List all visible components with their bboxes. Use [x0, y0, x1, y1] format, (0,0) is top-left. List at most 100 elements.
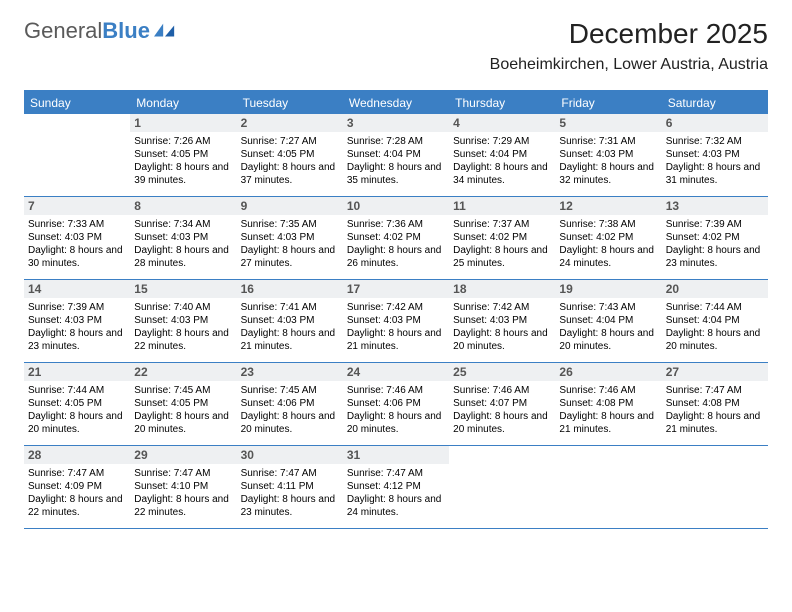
day-number: 20 — [662, 280, 768, 298]
sunset-line: Sunset: 4:03 PM — [28, 231, 126, 244]
sunset-line: Sunset: 4:10 PM — [134, 480, 232, 493]
day-number: 3 — [343, 114, 449, 132]
day-info: Sunrise: 7:47 AMSunset: 4:11 PMDaylight:… — [241, 467, 339, 519]
day-cell: 1Sunrise: 7:26 AMSunset: 4:05 PMDaylight… — [130, 114, 236, 196]
sunrise-line: Sunrise: 7:42 AM — [347, 301, 445, 314]
daylight-line: Daylight: 8 hours and 24 minutes. — [559, 244, 657, 270]
weekday-header: Friday — [555, 92, 661, 114]
header: GeneralBlue December 2025 Boeheimkirchen… — [0, 0, 792, 82]
day-number: 22 — [130, 363, 236, 381]
day-cell: 12Sunrise: 7:38 AMSunset: 4:02 PMDayligh… — [555, 197, 661, 279]
day-number: 17 — [343, 280, 449, 298]
sunset-line: Sunset: 4:09 PM — [28, 480, 126, 493]
sunset-line: Sunset: 4:02 PM — [559, 231, 657, 244]
day-number: 16 — [237, 280, 343, 298]
day-info: Sunrise: 7:45 AMSunset: 4:06 PMDaylight:… — [241, 384, 339, 436]
day-info: Sunrise: 7:47 AMSunset: 4:09 PMDaylight:… — [28, 467, 126, 519]
daylight-line: Daylight: 8 hours and 21 minutes. — [241, 327, 339, 353]
day-cell: 18Sunrise: 7:42 AMSunset: 4:03 PMDayligh… — [449, 280, 555, 362]
day-number: 25 — [449, 363, 555, 381]
daylight-line: Daylight: 8 hours and 21 minutes. — [559, 410, 657, 436]
day-number: 8 — [130, 197, 236, 215]
day-info: Sunrise: 7:38 AMSunset: 4:02 PMDaylight:… — [559, 218, 657, 270]
sunset-line: Sunset: 4:04 PM — [559, 314, 657, 327]
day-cell: 2Sunrise: 7:27 AMSunset: 4:05 PMDaylight… — [237, 114, 343, 196]
sunrise-line: Sunrise: 7:46 AM — [347, 384, 445, 397]
day-cell: 27 Sunrise: 7:47 AMSunset: 4:08 PMDayligh… — [662, 363, 768, 445]
sunrise-line: Sunrise: 7:41 AM — [241, 301, 339, 314]
day-cell: 9Sunrise: 7:35 AMSunset: 4:03 PMDaylight… — [237, 197, 343, 279]
day-info: Sunrise: 7:31 AMSunset: 4:03 PMDaylight:… — [559, 135, 657, 187]
day-info: Sunrise: 7:47 AMSunset: 4:10 PMDaylight:… — [134, 467, 232, 519]
daylight-line: Daylight: 8 hours and 23 minutes. — [241, 493, 339, 519]
sunrise-line: Sunrise: 7:40 AM — [134, 301, 232, 314]
day-info: Sunrise: 7:44 AMSunset: 4:05 PMDaylight:… — [28, 384, 126, 436]
sunrise-line: Sunrise: 7:44 AM — [666, 301, 764, 314]
day-info: Sunrise: 7:32 AMSunset: 4:03 PMDaylight:… — [666, 135, 764, 187]
sunset-line: Sunset: 4:12 PM — [347, 480, 445, 493]
day-cell: 31Sunrise: 7:47 AMSunset: 4:12 PMDayligh… — [343, 446, 449, 528]
daylight-line: Daylight: 8 hours and 30 minutes. — [28, 244, 126, 270]
day-cell: 13 Sunrise: 7:39 AMSunset: 4:02 PMDayligh… — [662, 197, 768, 279]
day-number: 29 — [130, 446, 236, 464]
month-title: December 2025 — [490, 18, 768, 50]
day-info: Sunrise: 7:29 AMSunset: 4:04 PMDaylight:… — [453, 135, 551, 187]
day-number: 18 — [449, 280, 555, 298]
day-cell: 15Sunrise: 7:40 AMSunset: 4:03 PMDayligh… — [130, 280, 236, 362]
sunset-line: Sunset: 4:04 PM — [347, 148, 445, 161]
day-info: Sunrise: 7:26 AMSunset: 4:05 PMDaylight:… — [134, 135, 232, 187]
day-info: Sunrise: 7:33 AMSunset: 4:03 PMDaylight:… — [28, 218, 126, 270]
sunset-line: Sunset: 4:03 PM — [453, 314, 551, 327]
day-info: Sunrise: 7:28 AMSunset: 4:04 PMDaylight:… — [347, 135, 445, 187]
day-info: Sunrise: 7:47 AMSunset: 4:08 PMDaylight:… — [666, 384, 764, 436]
sunrise-line: Sunrise: 7:31 AM — [559, 135, 657, 148]
day-info: Sunrise: 7:44 AMSunset: 4:04 PMDaylight:… — [666, 301, 764, 353]
sunrise-line: Sunrise: 7:46 AM — [559, 384, 657, 397]
sunrise-line: Sunrise: 7:43 AM — [559, 301, 657, 314]
sunset-line: Sunset: 4:07 PM — [453, 397, 551, 410]
sunrise-line: Sunrise: 7:27 AM — [241, 135, 339, 148]
daylight-line: Daylight: 8 hours and 20 minutes. — [559, 327, 657, 353]
day-cell: 21 Sunrise: 7:44 AMSunset: 4:05 PMDayligh… — [24, 363, 130, 445]
day-cell — [662, 446, 768, 528]
daylight-line: Daylight: 8 hours and 22 minutes. — [134, 493, 232, 519]
sunset-line: Sunset: 4:04 PM — [666, 314, 764, 327]
daylight-line: Daylight: 8 hours and 35 minutes. — [347, 161, 445, 187]
daylight-line: Daylight: 8 hours and 21 minutes. — [666, 410, 764, 436]
day-number: 21 — [24, 363, 130, 381]
day-number: 11 — [449, 197, 555, 215]
day-number: 4 — [449, 114, 555, 132]
daylight-line: Daylight: 8 hours and 32 minutes. — [559, 161, 657, 187]
day-info: Sunrise: 7:46 AMSunset: 4:08 PMDaylight:… — [559, 384, 657, 436]
logo-sail-icon — [154, 23, 176, 39]
day-cell: 28Sunrise: 7:47 AMSunset: 4:09 PMDayligh… — [24, 446, 130, 528]
day-info: Sunrise: 7:35 AMSunset: 4:03 PMDaylight:… — [241, 218, 339, 270]
day-cell: 20 Sunrise: 7:44 AMSunset: 4:04 PMDayligh… — [662, 280, 768, 362]
day-cell: 7Sunrise: 7:33 AMSunset: 4:03 PMDaylight… — [24, 197, 130, 279]
sunset-line: Sunset: 4:05 PM — [28, 397, 126, 410]
daylight-line: Daylight: 8 hours and 20 minutes. — [28, 410, 126, 436]
day-cell: 16Sunrise: 7:41 AMSunset: 4:03 PMDayligh… — [237, 280, 343, 362]
daylight-line: Daylight: 8 hours and 31 minutes. — [666, 161, 764, 187]
day-info: Sunrise: 7:42 AMSunset: 4:03 PMDaylight:… — [347, 301, 445, 353]
title-block: December 2025 Boeheimkirchen, Lower Aust… — [490, 18, 768, 74]
logo: GeneralBlue — [24, 18, 176, 44]
sunset-line: Sunset: 4:05 PM — [241, 148, 339, 161]
day-info: Sunrise: 7:39 AMSunset: 4:02 PMDaylight:… — [666, 218, 764, 270]
day-number: 13 — [662, 197, 768, 215]
daylight-line: Daylight: 8 hours and 37 minutes. — [241, 161, 339, 187]
sunset-line: Sunset: 4:02 PM — [347, 231, 445, 244]
daylight-line: Daylight: 8 hours and 20 minutes. — [347, 410, 445, 436]
sunset-line: Sunset: 4:02 PM — [453, 231, 551, 244]
sunset-line: Sunset: 4:03 PM — [666, 148, 764, 161]
day-info: Sunrise: 7:34 AMSunset: 4:03 PMDaylight:… — [134, 218, 232, 270]
day-info: Sunrise: 7:36 AMSunset: 4:02 PMDaylight:… — [347, 218, 445, 270]
sunset-line: Sunset: 4:04 PM — [453, 148, 551, 161]
sunrise-line: Sunrise: 7:38 AM — [559, 218, 657, 231]
day-number: 27 — [662, 363, 768, 381]
daylight-line: Daylight: 8 hours and 20 minutes. — [453, 327, 551, 353]
day-number: 31 — [343, 446, 449, 464]
sunrise-line: Sunrise: 7:39 AM — [28, 301, 126, 314]
daylight-line: Daylight: 8 hours and 20 minutes. — [241, 410, 339, 436]
weekday-header: Thursday — [449, 92, 555, 114]
